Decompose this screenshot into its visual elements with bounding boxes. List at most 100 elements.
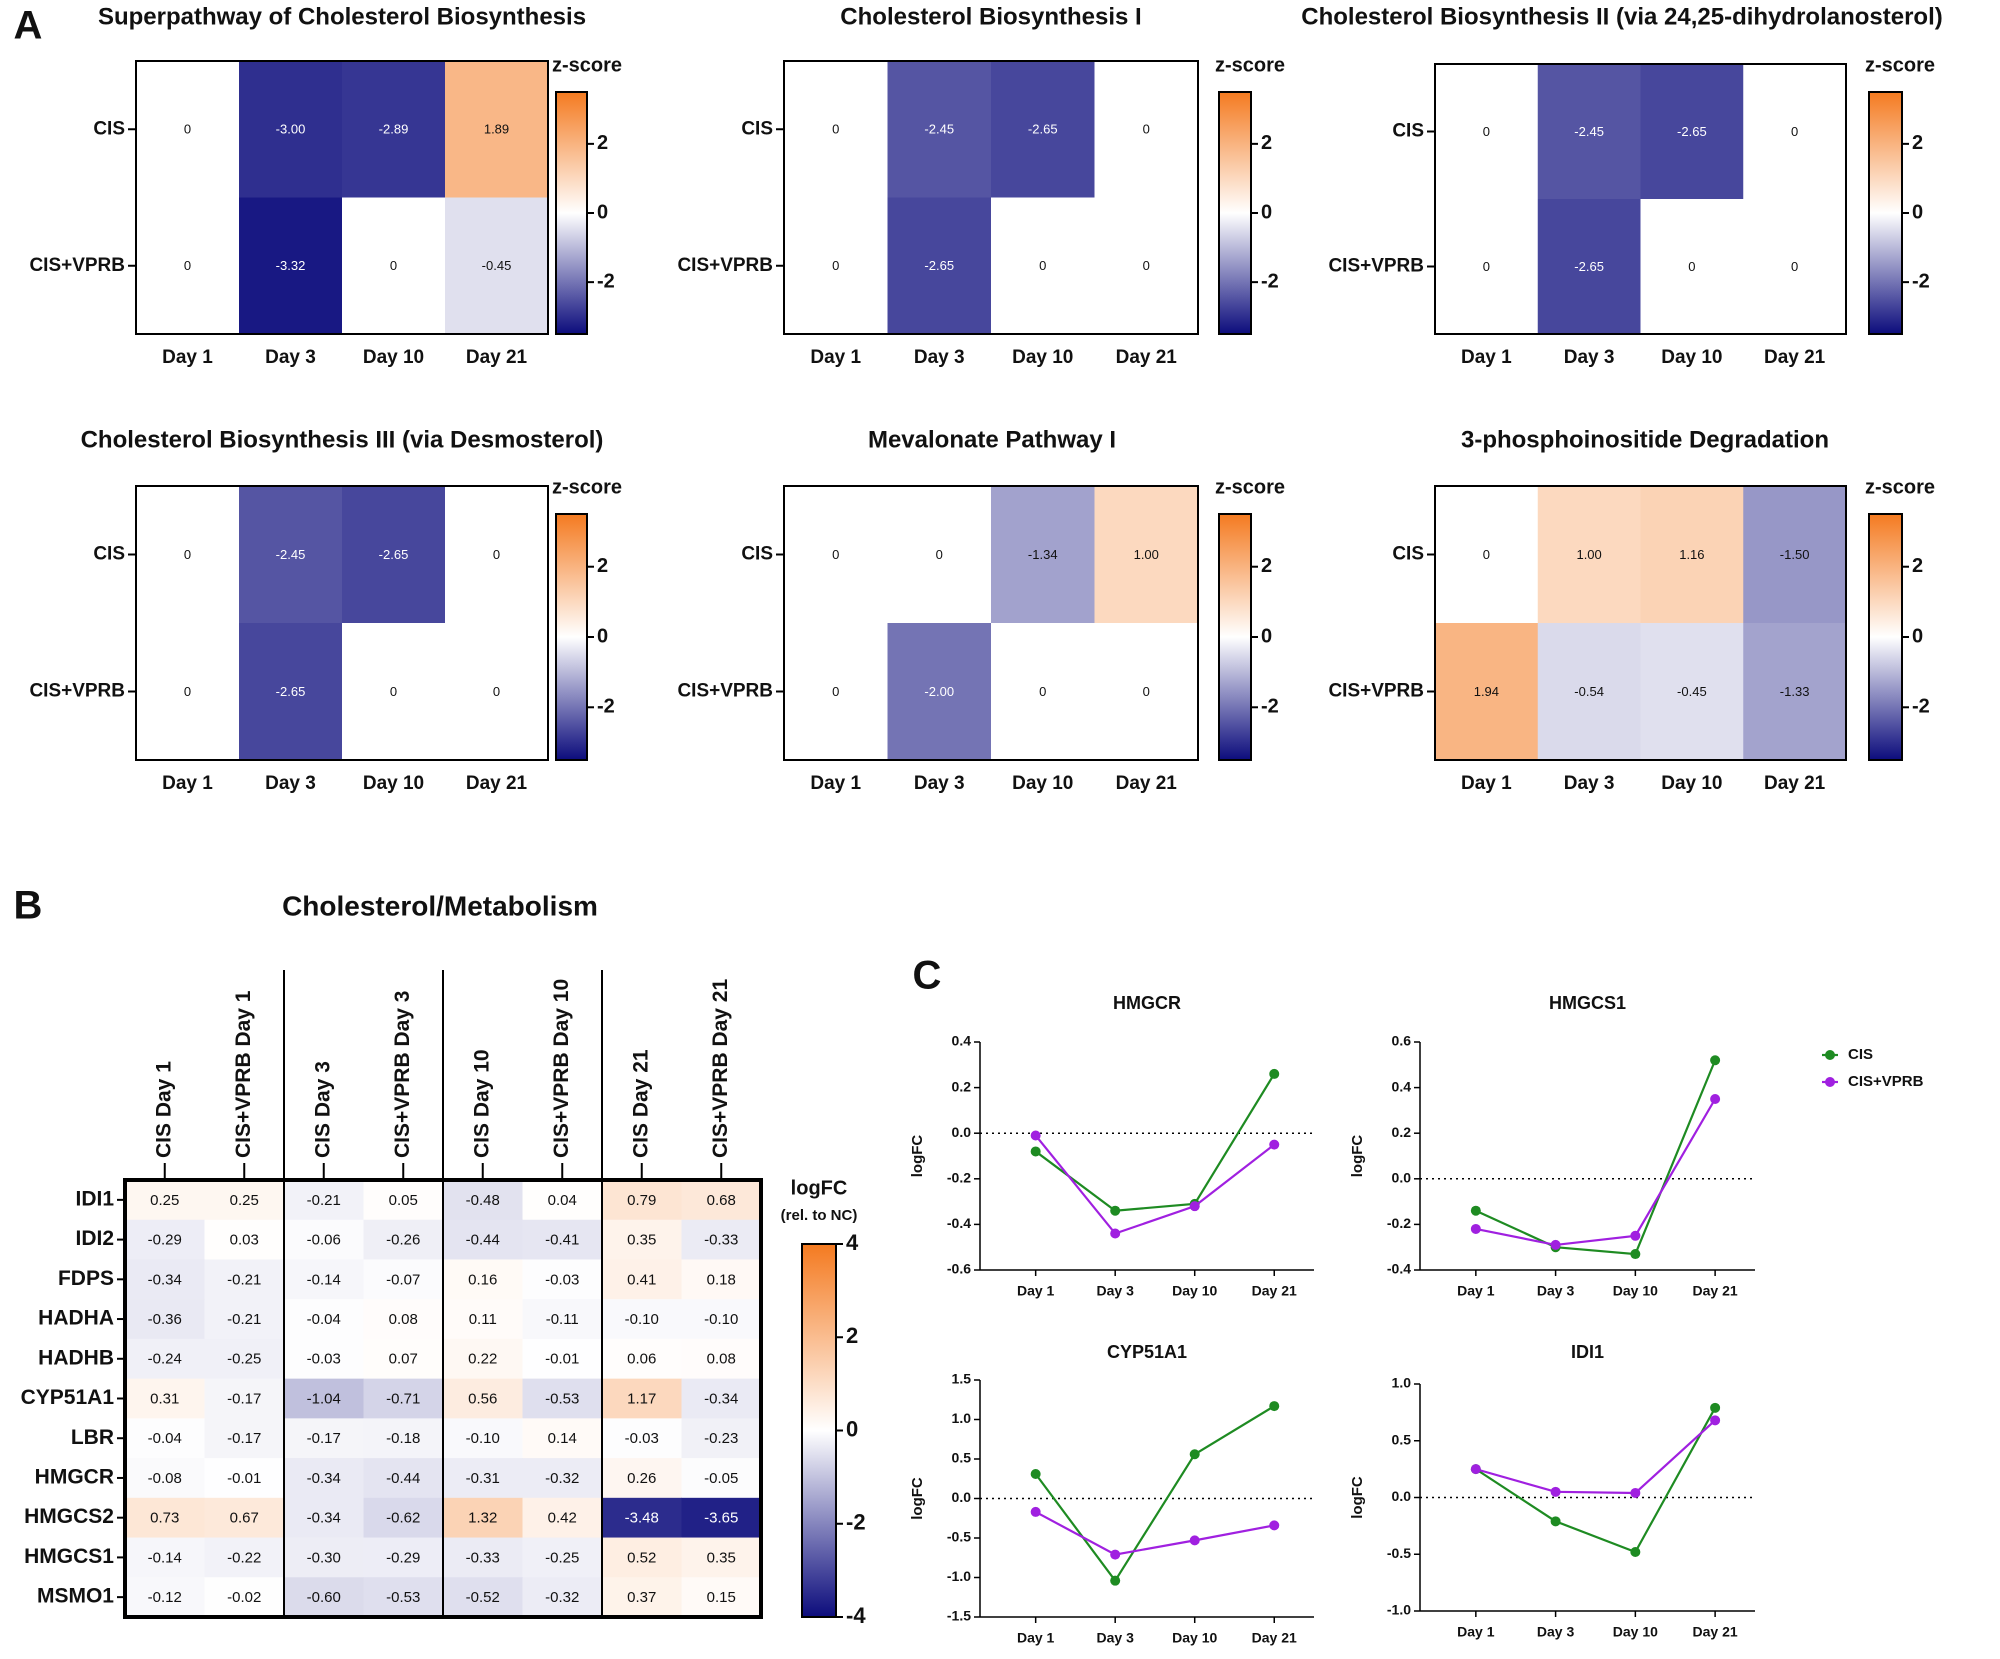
series-point [1269,1401,1280,1412]
cell-label: 0 [936,547,943,562]
row-label: CIS [741,544,773,565]
series-point [1470,1205,1481,1216]
x-tick-label: Day 1 [1457,1624,1495,1640]
col-label: Day 3 [1564,773,1615,794]
heatmap-cell [681,1378,762,1419]
cell-label: 0 [1039,684,1046,699]
cell-label: 1.94 [1474,684,1499,699]
heatmap-cell [991,623,1095,761]
row-label: IDI1 [75,1187,114,1210]
colorbar-tick-label: 2 [1912,555,1923,577]
cell-label: -0.31 [466,1470,500,1487]
col-label: CIS Day 10 [470,1049,493,1158]
heatmap-cell [602,1537,682,1578]
y-tick-label: 0.2 [952,1078,972,1094]
cell-label: 0.73 [150,1510,179,1527]
cell-label: 0 [184,122,191,137]
cell-label: -0.53 [386,1589,420,1606]
cell-label: -0.71 [386,1390,420,1407]
heatmap-cell [284,1537,364,1578]
heatmap-cell [602,1299,682,1340]
heatmap-cell [125,1219,205,1260]
series-line [1034,1405,1275,1583]
cell-label: -0.34 [148,1271,182,1288]
cell-label: -0.24 [148,1351,182,1368]
heatmap-cell [204,1577,285,1618]
heatmap-cell [443,1219,523,1260]
y-tick-label: -1.5 [947,1608,971,1624]
x-tick-label: Day 3 [1097,1283,1135,1299]
series-point [1110,1575,1121,1586]
cell-label: 0.25 [230,1192,259,1209]
series-line [1035,1073,1276,1212]
colorbar [555,91,588,335]
heatmap-cell [1743,623,1847,761]
row-label: CIS+VPRB [677,255,773,276]
col-label: Day 3 [914,773,965,794]
heatmap-cell [239,623,343,761]
chart-title: 3-phosphoinositide Degradation [1461,426,1829,453]
series-line [1475,1407,1717,1554]
cell-label: -0.33 [704,1232,738,1249]
heatmap-cell [204,1259,285,1300]
heatmap-cell [784,486,888,624]
y-tick-label: 0.6 [1392,1033,1412,1049]
colorbar-tick-label: -2 [597,696,615,718]
y-axis-label: logFC [909,1135,926,1178]
y-tick-label: -0.5 [1387,1545,1411,1561]
chart-heatmap: Cholesterol Biosynthesis III (via Desmos… [29,426,622,794]
cell-label: -0.03 [545,1271,579,1288]
cell-label: 0.15 [707,1589,736,1606]
heatmap-cell [342,197,446,335]
heatmap-cell [522,1497,603,1539]
row-label: MSMO1 [37,1585,114,1608]
series-point [1470,1464,1481,1475]
heatmap-cell [136,486,240,624]
y-tick-label: -0.4 [1387,1261,1411,1277]
x-tick-label: Day 10 [1613,1624,1658,1640]
x-tick-label: Day 3 [1537,1283,1575,1299]
colorbar [1868,91,1903,335]
heatmap-cell [284,1497,364,1539]
cell-label: -0.36 [148,1311,182,1328]
col-label: Day 1 [162,773,213,794]
cell-label: -2.45 [276,547,306,562]
col-label: Day 21 [1116,773,1178,794]
series-line [1034,1134,1275,1235]
cell-label: -0.10 [466,1430,500,1447]
cell-label: -0.03 [625,1430,659,1447]
row-label: CIS+VPRB [1328,681,1424,702]
cell-label: 0.35 [627,1232,656,1249]
heatmap-cell [239,61,343,198]
heatmap-cell [443,1458,523,1499]
chart-heatmap: Cholesterol Biosynthesis II (via 24,25-d… [1301,3,1943,368]
heatmap-cell [602,1458,682,1499]
colorbar-tick-label: 2 [597,132,608,154]
series-point [1470,1223,1481,1234]
heatmap-cell [443,1497,523,1539]
cell-label: 0 [493,684,500,699]
colorbar-tick-label: 0 [1261,201,1272,223]
cell-label: -0.17 [227,1390,261,1407]
cell-label: 1.00 [1134,547,1159,562]
heatmap-cell [1094,623,1199,761]
cell-label: 0.14 [548,1430,577,1447]
cell-label: 0.68 [707,1192,736,1209]
y-tick-label: 0.5 [952,1450,972,1466]
series-point [1269,1068,1280,1079]
cell-label: 0.41 [627,1271,656,1288]
colorbar-tick-label: -2 [1261,270,1279,292]
heatmap-cell [887,61,992,198]
col-label: Day 1 [1461,347,1512,368]
heatmap-frame [135,60,549,335]
cell-label: -0.03 [307,1351,341,1368]
y-tick-label: 0.0 [952,1124,972,1140]
heatmap-cell [522,1180,603,1221]
cell-label: -3.48 [625,1510,659,1527]
heatmap-cell [342,623,446,761]
heatmap-cell [363,1458,444,1499]
y-tick-label: 0.4 [952,1033,972,1049]
heatmap-cell [363,1537,444,1578]
row-label: CIS [1392,544,1424,565]
row-label: CIS+VPRB [677,681,773,702]
